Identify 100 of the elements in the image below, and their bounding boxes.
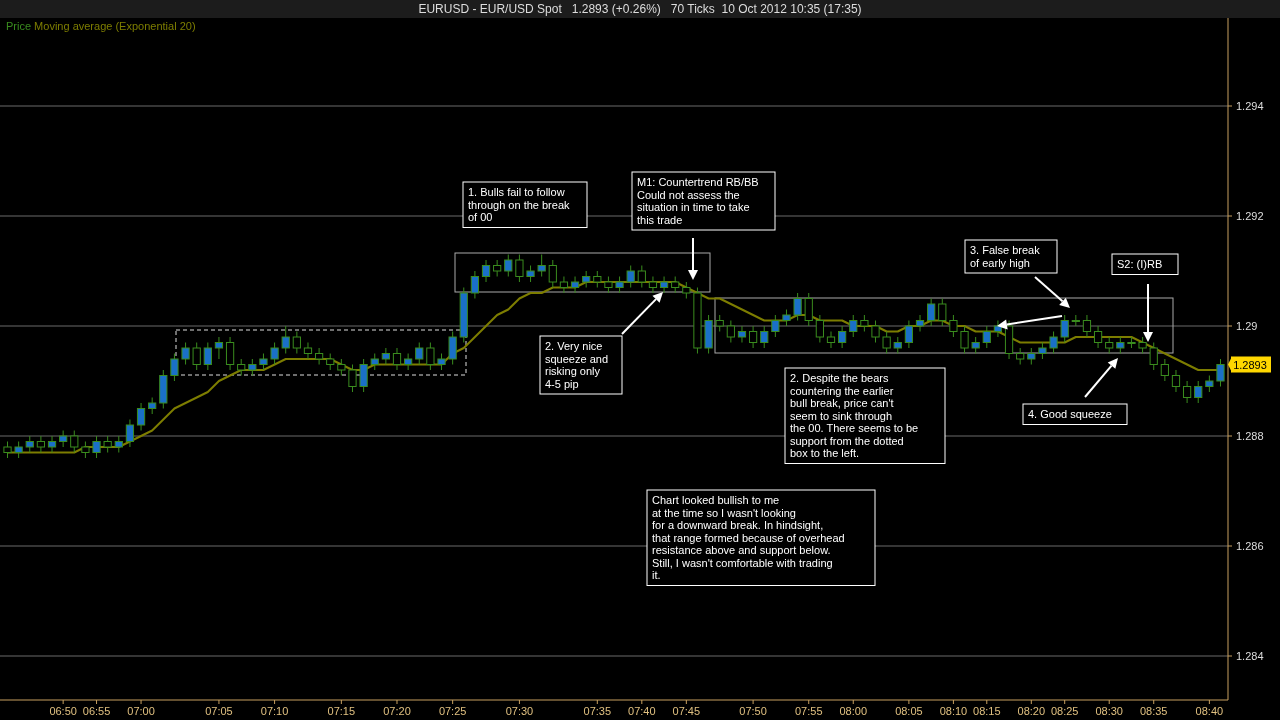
annotation: 1. Bulls fail to follow through on the break of 00 <box>468 186 571 223</box>
x-tick-label: 07:45 <box>672 705 701 717</box>
y-tick-label: 1.292 <box>1236 210 1264 222</box>
candlestick <box>348 364 357 393</box>
x-tick-label: 07:25 <box>438 705 467 717</box>
x-tick-label: 07:30 <box>505 705 534 717</box>
candlestick <box>281 325 290 354</box>
x-tick-label: 08:30 <box>1095 705 1123 717</box>
candlestick <box>136 402 146 431</box>
candlestick <box>826 331 836 349</box>
candlestick <box>392 347 402 371</box>
candlestick <box>92 435 101 459</box>
x-tick-label: 07:35 <box>583 705 612 717</box>
candlestick <box>1060 314 1069 343</box>
annotation: 2. Despite the bears countering the earlier bull break, price can't seem to sink through the 00. There seems to be support from the dotted box to the left. <box>790 372 919 459</box>
candlestick <box>793 292 802 321</box>
x-tick-label: 07:10 <box>260 705 289 717</box>
x-tick-label: 07:40 <box>628 705 656 717</box>
y-tick-label: 1.288 <box>1236 430 1264 442</box>
annotation: 4. Good squeeze <box>1028 408 1112 420</box>
candlestick <box>415 342 424 365</box>
candlestick <box>960 325 969 354</box>
candlestick <box>426 342 435 371</box>
candlestick <box>1216 358 1225 387</box>
candlestick <box>537 254 546 277</box>
x-tick-label: 07:20 <box>383 705 411 717</box>
x-tick-label: 08:25 <box>1050 705 1079 717</box>
candlestick <box>815 314 824 343</box>
candlestick <box>359 358 368 393</box>
x-tick-label: 06:50 <box>49 705 77 717</box>
x-tick-label: 08:15 <box>973 705 1001 717</box>
candlestick <box>1093 325 1103 349</box>
candlestick <box>904 320 914 349</box>
chart-title: EURUSD - EUR/USD Spot 1.2893 (+0.26%) 70 Ticks 10 Oct 2012 10:35 (17:35) <box>418 2 862 16</box>
candlestick <box>515 254 524 283</box>
x-tick-label: 07:50 <box>739 705 767 717</box>
candlestick <box>47 435 57 453</box>
y-tick-label: 1.286 <box>1236 540 1264 552</box>
x-tick-label: 07:05 <box>205 705 233 717</box>
candlestick <box>1049 331 1058 354</box>
candlestick <box>1082 314 1092 338</box>
candlestick <box>170 353 179 382</box>
candlestick <box>192 342 201 371</box>
candlestick <box>804 292 813 327</box>
x-tick-label: 08:40 <box>1195 705 1224 717</box>
annotation: Chart looked bullish to me at the time so I wasn't looking for a downward break. In hindsight, that range formed because of overhead resistance above and support below. Still, I wasn't comfortable with trading it. <box>652 494 845 581</box>
candlestick <box>270 342 279 365</box>
candlestick <box>292 331 301 354</box>
candlestick <box>659 276 669 294</box>
candlestick <box>993 320 1003 338</box>
candlestick <box>1194 380 1203 404</box>
x-tick-label: 08:00 <box>839 705 868 717</box>
x-tick-label: 08:05 <box>895 705 923 717</box>
candlestick <box>203 342 212 371</box>
x-tick-label: 06:55 <box>82 705 111 717</box>
candlestick <box>448 331 457 365</box>
candlestick <box>1149 342 1158 371</box>
candlestick <box>70 430 79 453</box>
candlestick <box>504 254 513 277</box>
candlestick <box>36 435 46 453</box>
text: Price <box>6 20 32 32</box>
candlestick <box>481 259 491 283</box>
x-tick-label: 08:35 <box>1139 705 1168 717</box>
candlestick <box>737 325 747 343</box>
candlestick <box>1182 380 1192 404</box>
candlestick <box>1160 358 1169 382</box>
candlestick <box>303 342 313 360</box>
candlestick <box>748 325 758 349</box>
candlestick <box>570 276 580 294</box>
x-tick-label: 07:15 <box>327 705 356 717</box>
candlestick <box>838 325 847 349</box>
candlestick <box>548 259 557 288</box>
y-tick-label: 1.294 <box>1236 100 1264 112</box>
candlestick <box>559 276 569 294</box>
candlestick <box>626 265 635 288</box>
candlestick <box>637 265 646 288</box>
candlestick <box>225 336 235 371</box>
candlestick <box>982 325 991 349</box>
candlestick <box>915 314 925 332</box>
candlestick <box>381 347 390 365</box>
candlestick <box>949 314 958 338</box>
annotation: 1.2893 <box>1233 358 1267 371</box>
candlestick <box>404 353 413 371</box>
candlestick <box>726 320 735 343</box>
candlestick <box>125 419 135 448</box>
annotation: 3. False break of early high <box>970 244 1041 269</box>
x-tick-label: 07:55 <box>794 705 823 717</box>
annotation: M1: Countertrend RB/BB Could not assess the situation in time to take this trade <box>637 176 759 226</box>
candlestick <box>871 320 880 343</box>
candlestick <box>882 331 891 354</box>
candlestick <box>214 336 224 360</box>
y-tick-label: 1.29 <box>1236 320 1258 332</box>
candlestick <box>181 342 190 365</box>
candlestick <box>938 298 947 327</box>
candlestick <box>314 347 324 365</box>
x-tick-label: 07:00 <box>127 705 155 717</box>
text: Moving average (Exponential 20) <box>31 20 196 32</box>
annotation: S2: (I)RB <box>1117 258 1163 270</box>
candlestick <box>1171 369 1181 393</box>
candlestick <box>648 276 658 294</box>
